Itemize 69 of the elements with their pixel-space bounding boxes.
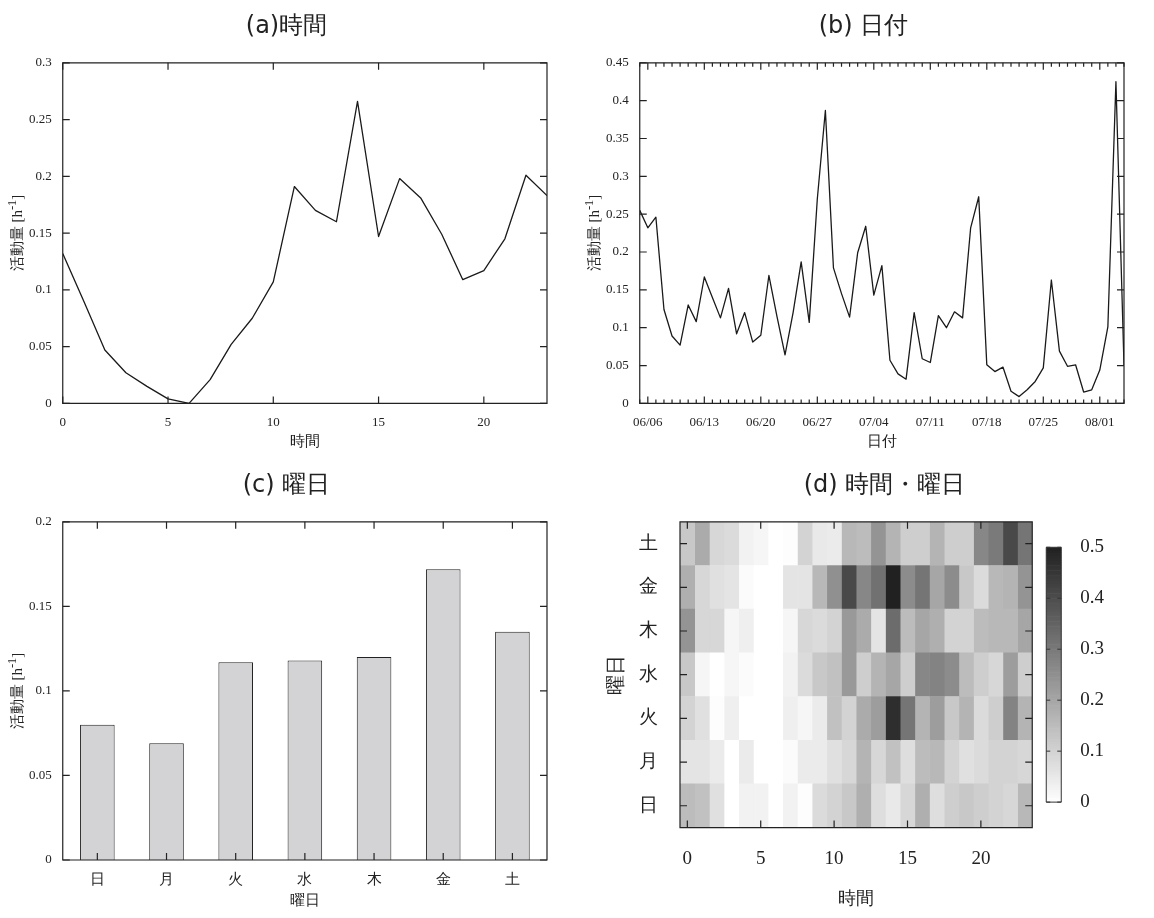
y-tick-label: 0.35 [606,129,629,145]
y-tick-label: 0.4 [612,92,630,108]
y-tick-label: 水 [639,662,658,684]
x-axis-title: 時間 [838,887,875,908]
y-tick-label: 0 [45,394,52,410]
x-tick-label: 15 [897,846,917,868]
x-tick-label: 0 [682,846,693,868]
x-tick-label: 日 [89,870,105,887]
color-bar-label: 0.3 [1080,637,1104,659]
x-tick-label: 月 [159,870,175,887]
y-tick-label: 0.2 [35,513,52,529]
x-tick-label: 06/27 [802,413,833,429]
chart-title: (c) 曜日 [242,469,331,498]
x-axis-title: 日付 [866,432,897,449]
x-tick-label: 火 [228,870,244,887]
y-tick-label: 0.2 [612,243,629,259]
y-tick-label: 0.1 [35,281,52,297]
x-axis-title: 曜日 [289,891,320,908]
x-tick-label: 5 [755,846,766,868]
color-bar-label: 0.1 [1080,739,1104,761]
x-tick-label: 金 [435,870,451,887]
x-tick-label: 07/18 [971,413,1002,429]
x-tick-label: 08/01 [1084,413,1115,429]
x-tick-label: 10 [824,846,844,868]
y-tick-label: 0.05 [29,338,52,354]
chart-title: (d) 時間・曜日 [803,469,966,498]
chart-title: (b) 日付 [818,10,909,39]
x-tick-label: 06/20 [746,413,776,429]
y-tick-label: 金 [639,575,658,597]
color-bar-label: 0 [1080,790,1090,812]
color-bar-label: 0.5 [1080,535,1104,557]
x-tick-label: 06/13 [689,413,720,429]
x-tick-label: 水 [297,870,313,887]
y-tick-label: 0.25 [29,110,52,126]
x-tick-label: 07/04 [858,413,890,429]
y-tick-label: 0.2 [35,167,52,183]
y-tick-label: 0 [622,394,629,410]
y-tick-label: 火 [639,706,658,728]
y-tick-label: 0.25 [606,205,629,221]
y-tick-label: 0.3 [612,167,629,183]
y-tick-label: 0.45 [606,54,629,70]
y-tick-label: 0.3 [35,54,52,70]
color-bar-label: 0.4 [1080,586,1105,608]
x-tick-label: 10 [266,413,280,429]
y-tick-label: 0.15 [29,224,52,240]
y-tick-label: 0.1 [612,319,629,335]
y-tick-label: 日 [639,793,658,815]
y-tick-label: 0.05 [606,356,629,372]
x-tick-label: 20 [477,413,491,429]
y-axis-title: 曜日 [602,654,627,695]
x-axis-title: 時間 [289,432,320,449]
color-bar-label: 0.2 [1080,688,1104,710]
x-tick-label: 5 [164,413,172,429]
y-tick-label: 土 [639,531,658,553]
x-tick-label: 15 [372,413,386,429]
y-tick-label: 0.1 [35,682,52,698]
y-tick-label: 月 [639,750,658,772]
x-tick-label: 07/25 [1028,413,1059,429]
x-tick-label: 20 [971,846,991,868]
x-tick-label: 0 [59,413,66,429]
x-tick-label: 06/06 [633,413,664,429]
x-tick-label: 土 [504,870,520,887]
x-tick-label: 木 [366,870,382,887]
y-tick-label: 0.15 [606,281,629,297]
y-tick-label: 木 [639,619,658,640]
chart-title: (a)時間 [245,10,328,39]
y-tick-label: 0.05 [29,766,52,782]
y-tick-label: 0.15 [29,597,52,613]
x-tick-label: 07/11 [915,413,945,429]
